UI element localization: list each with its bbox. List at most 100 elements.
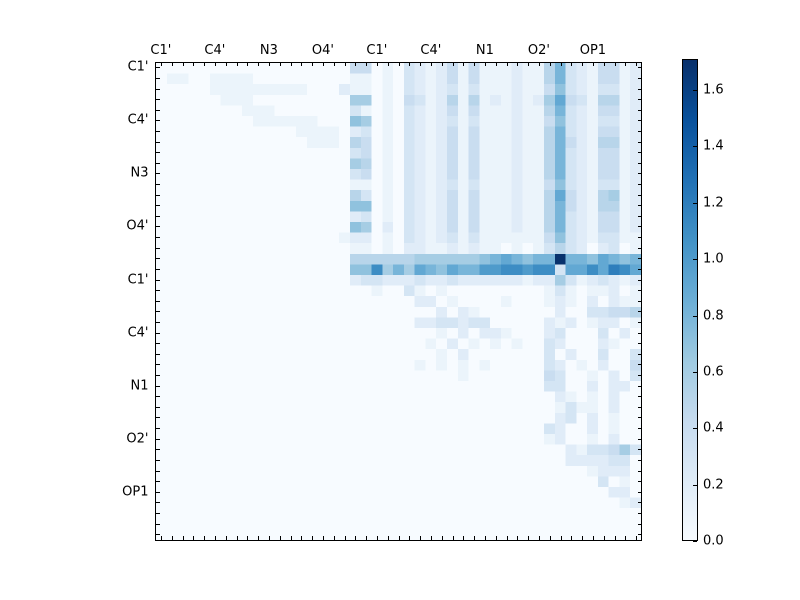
axis-tick [484,62,486,66]
axis-tick [279,535,281,540]
y-axis-tick-label: N1 [130,378,149,394]
axis-tick [637,226,642,228]
axis-tick [344,535,346,540]
axis-tick [637,364,642,366]
axis-tick [156,99,160,101]
axis-tick [344,62,346,66]
x-axis-tick-label: O2' [527,43,550,58]
axis-tick [637,438,642,440]
axis-tick [637,77,642,79]
axis-tick [637,290,642,292]
axis-tick [156,364,160,366]
axis-tick [156,268,160,270]
axis-tick [156,417,160,419]
axis-tick [156,152,160,154]
axis-tick [409,62,411,66]
axis-tick [637,300,642,302]
colorbar-gradient [683,60,697,540]
axis-tick [637,88,642,90]
axis-tick [193,535,195,540]
colorbar-tick [693,146,697,148]
axis-tick [398,535,400,540]
axis-tick [171,535,173,540]
axis-tick [506,62,508,66]
x-axis-tick-label: C1' [366,43,388,58]
axis-tick [387,535,389,540]
axis-tick [571,62,573,66]
axis-tick [366,535,368,540]
axis-tick [258,62,260,66]
axis-tick [441,62,443,66]
colorbar [682,59,698,541]
heatmap-canvas [156,63,641,540]
axis-tick [160,535,162,540]
axis-tick [156,141,160,143]
x-axis-tick-label: N3 [259,43,278,58]
axis-tick [171,62,173,66]
y-axis-tick-label: N3 [130,165,149,181]
axis-tick [463,62,465,66]
axis-tick [474,62,476,66]
axis-tick [156,470,160,472]
axis-tick [156,226,160,228]
axis-tick [463,535,465,540]
axis-tick [637,173,642,175]
colorbar-tick [693,315,697,317]
axis-tick [637,449,642,451]
axis-tick [301,62,303,66]
axis-tick [603,62,605,66]
axis-tick [637,353,642,355]
axis-tick [637,523,642,525]
axis-tick [156,205,160,207]
axis-tick [156,375,160,377]
axis-tick [156,502,160,504]
axis-tick [528,62,530,66]
colorbar-tick-label: 0.6 [703,364,724,380]
axis-tick [637,215,642,217]
axis-tick [528,535,530,540]
axis-tick [156,258,160,260]
axis-tick [560,62,562,66]
axis-tick [290,62,292,66]
colorbar-tick-label: 0.2 [703,477,724,493]
axis-tick [517,535,519,540]
axis-tick [637,406,642,408]
axis-tick [409,535,411,540]
axis-tick [268,535,270,540]
colorbar-tick-label: 1.4 [703,138,724,154]
axis-tick [637,205,642,207]
axis-tick [225,62,227,66]
axis-tick [156,162,160,164]
colorbar-tick [693,259,697,261]
axis-tick [322,62,324,66]
axis-tick [560,535,562,540]
axis-tick [160,62,162,66]
colorbar-tick-label: 1.0 [703,251,724,267]
heatmap-plot-frame [155,62,642,541]
axis-tick [156,88,160,90]
axis-tick [495,535,497,540]
axis-tick [268,62,270,66]
axis-tick [156,67,160,69]
axis-tick [592,535,594,540]
y-axis-tick-label: O2' [126,431,149,447]
colorbar-tick-label: 0.8 [703,308,724,323]
axis-tick [582,62,584,66]
axis-tick [366,62,368,66]
axis-tick [506,535,508,540]
axis-tick [637,534,642,536]
axis-tick [182,535,184,540]
axis-tick [156,173,160,175]
axis-tick [549,62,551,66]
axis-tick [637,109,642,111]
axis-tick [637,321,642,323]
axis-tick [637,237,642,239]
axis-tick [474,535,476,540]
axis-tick [517,62,519,66]
axis-tick [637,268,642,270]
axis-tick [625,535,627,540]
axis-tick [322,535,324,540]
axis-tick [156,120,160,122]
y-axis-tick-label: C1' [127,59,149,75]
